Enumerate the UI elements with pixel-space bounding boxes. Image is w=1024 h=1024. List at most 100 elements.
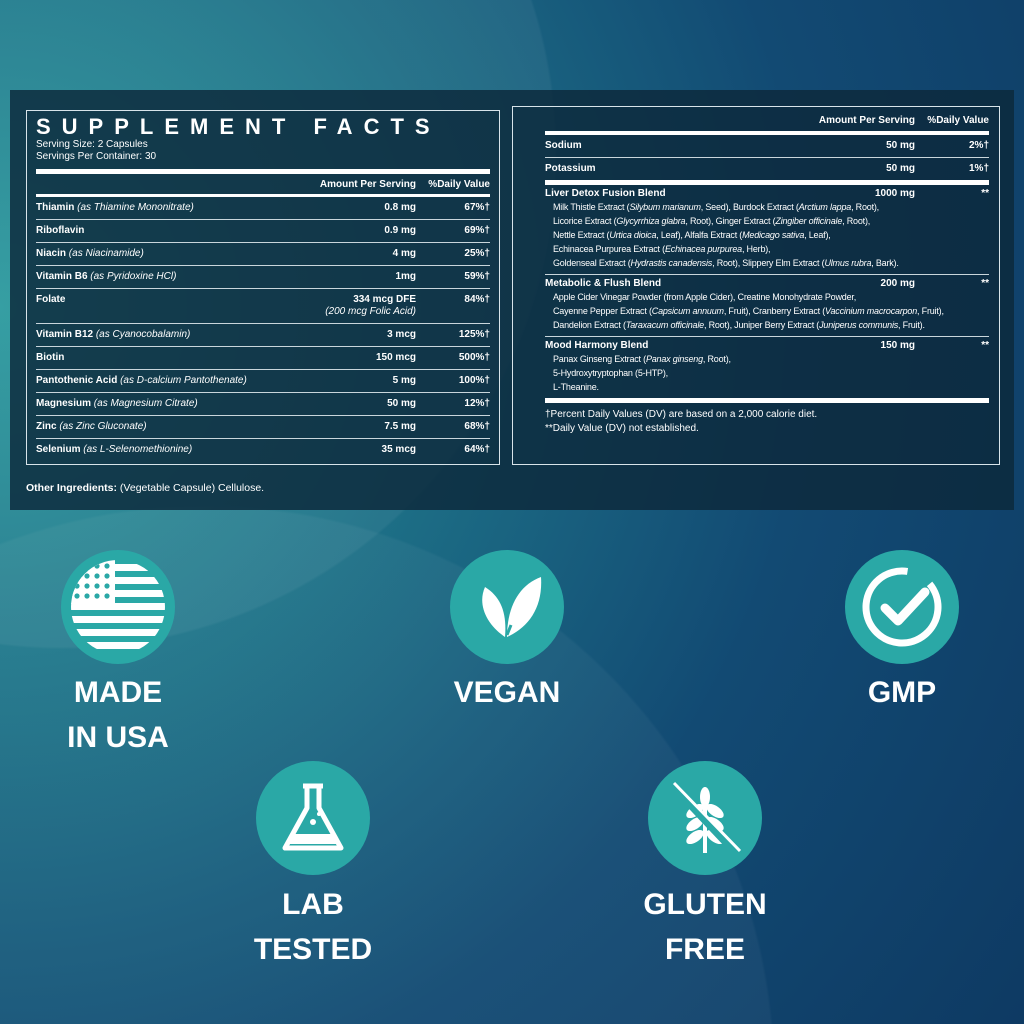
nutrient-label: Vitamin B6 (as Pyridoxine HCl) [36,271,296,283]
amount-header: Amount Per Serving [319,179,416,190]
blend-ingredient-line: Nettle Extract (Urtica dioica, Leaf), Al… [545,228,989,242]
divider [545,336,989,337]
amount-header: Amount Per Serving [818,115,915,126]
divider [36,194,490,197]
nutrient-dv: 2%† [968,140,989,151]
nutrient-dv: 69%† [464,225,490,236]
nutrient-dv: 68%† [464,421,490,432]
badge-label: LAB TESTED [213,882,413,972]
nutrient-amount-cell: 1mg [296,271,416,283]
dv-header: %Daily Value [428,179,490,190]
ingredient-text: , Fruit), [917,306,944,316]
botanical-name: Capsicum annuum [651,306,724,316]
blend-name: Mood Harmony Blend [545,340,649,351]
blend-ingredient-line: Cayenne Pepper Extract (Capsicum annuum,… [545,304,989,318]
badge-label-line: MADE [73,676,163,709]
blend-header: Metabolic & Flush Blend 200 mg ** [545,278,989,290]
nutrient-source: (as Niacinamide) [68,248,144,259]
nutrient-row: Magnesium (as Magnesium Citrate) 50 mg 12%… [36,393,490,415]
nutrient-row: Pantothenic Acid (as D-calcium Pantothen… [36,370,490,392]
nutrient-label: Folate [36,294,296,318]
ingredient-text: Licorice Extract ( [553,216,617,226]
nutrient-label: Niacin (as Niacinamide) [36,248,296,260]
divider [545,274,989,275]
ingredient-text: , Fruit), Cranberry Extract ( [723,306,826,316]
ingredient-text: L-Theanine. [553,382,599,392]
nutrient-amount-cell: 5 mg [296,375,416,387]
nutrient-label: Vitamin B12 (as Cyanocobalamin) [36,329,296,341]
botanical-name: Echinacea purpurea [664,244,742,254]
divider [36,415,490,416]
nutrient-dv: 67%† [464,202,490,213]
blend-name: Liver Detox Fusion Blend [545,188,666,199]
column-header: Amount Per Serving %Daily Value [36,177,490,193]
ingredient-text: Panax Ginseng Extract ( [553,354,646,364]
nutrient-dv: 1%† [968,163,989,174]
badge-label: GMP [802,670,1002,715]
ingredient-text: Cayenne Pepper Extract ( [553,306,652,316]
nutrient-amount: 50 mg [886,140,915,151]
nutrient-name: Selenium [36,444,81,455]
footnote-dv: †Percent Daily Values (DV) are based on … [545,409,818,420]
blend-amount: 1000 mg [874,188,915,199]
nutrient-amount: 50 mg [387,398,416,409]
nutrient-row: Biotin 150 mcg 500%† [36,347,490,369]
blend-ingredient-line: Licorice Extract (Glycyrrhiza glabra, Ro… [545,214,989,228]
badge-label-line: IN USA [67,721,169,754]
supplement-facts-right: Amount Per Serving %Daily Value Sodium 50 … [512,106,1000,465]
nutrient-name: Folate [36,294,66,305]
nutrient-source: (as Cyanocobalamin) [95,329,191,340]
nutrient-label: Biotin [36,352,296,364]
nutrient-name: Thiamin [36,202,75,213]
blend-ingredient-line: 5-Hydroxytryptophan (5-HTP), [545,366,989,380]
nutrient-label: Zinc (as Zinc Gluconate) [36,421,296,433]
nutrient-label: Selenium (as L-Selenomethionine) [36,444,296,456]
nutrient-dv: 100%† [458,375,490,386]
botanical-name: Glycyrrhiza glabra [616,216,686,226]
badge-label-line: LAB [282,888,344,921]
blend-ingredient-line: L-Theanine. [545,380,989,394]
nutrient-amount: 5 mg [392,375,416,386]
nutrient-row: Folate 334 mcg DFE (200 mcg Folic Acid) 84… [36,289,490,323]
nutrient-source: (as Thiamine Mononitrate) [77,202,194,213]
divider [36,169,490,174]
botanical-name: Silybum marianum [629,202,701,212]
divider [36,369,490,370]
blend-ingredient-line: Echinacea Purpurea Extract (Echinacea pu… [545,242,989,256]
ingredient-text: , Root), [702,354,731,364]
nutrient-amount: 0.8 mg [384,202,416,213]
nutrient-label: Thiamin (as Thiamine Mononitrate) [36,202,296,214]
botanical-name: Urtica dioica [609,230,657,240]
divider [36,219,490,220]
ingredient-text: Nettle Extract ( [553,230,610,240]
ingredient-text: 5-Hydroxytryptophan (5-HTP), [553,368,668,378]
botanical-name: Vaccinium macrocarpon [825,306,918,316]
badge-label-line: GLUTEN [643,888,767,921]
nutrient-source: (as Magnesium Citrate) [93,398,198,409]
blend-dv: ** [981,340,989,351]
botanical-name: Juniperus communis [819,320,899,330]
ingredient-text: , Leaf), [804,230,831,240]
blend-ingredient-line: Dandelion Extract (Taraxacum officinale,… [545,318,989,332]
nutrient-name: Sodium [545,140,582,151]
nutrient-amount: 7.5 mg [384,421,416,432]
divider [545,180,989,185]
botanical-name: Panax ginseng [645,354,703,364]
divider [545,131,989,135]
nutrient-amount: 3 mcg [387,329,416,340]
divider [36,323,490,324]
usa-flag-icon [61,550,175,664]
leaf-icon [450,550,564,664]
blend-section: Mood Harmony Blend 150 mg ** Panax Ginseng … [545,337,989,398]
nutrient-amount-cell: 3 mcg [296,329,416,341]
nutrient-dv: 125%† [458,329,490,340]
nutrient-row: Vitamin B6 (as Pyridoxine HCl) 1mg 59%† [36,266,490,288]
botanical-name: Hydrastis canadensis [630,258,713,268]
blend-amount: 150 mg [880,340,915,351]
divider [36,438,490,439]
divider [36,346,490,347]
nutrient-list: Thiamin (as Thiamine Mononitrate) 0.8 mg 6… [36,197,490,461]
nutrient-amount-cell: 334 mcg DFE (200 mcg Folic Acid) [296,294,416,318]
nutrient-amount: 1mg [395,271,416,282]
blend-ingredient-line: Milk Thistle Extract (Silybum marianum, … [545,200,989,214]
